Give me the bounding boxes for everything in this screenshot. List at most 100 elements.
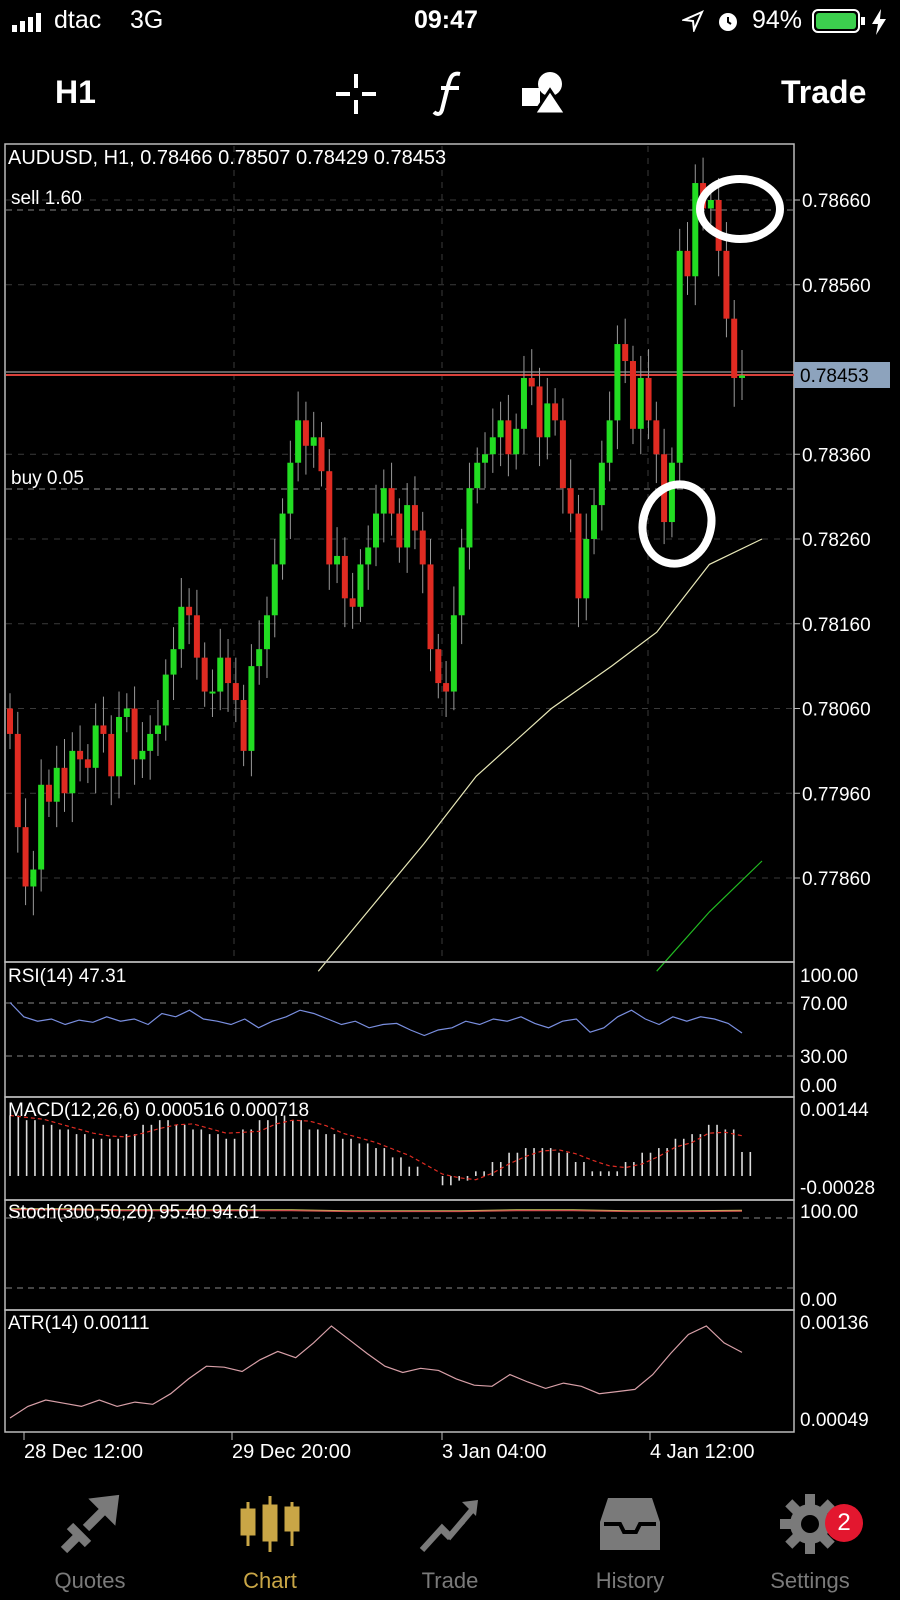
candle-bear [232, 683, 239, 701]
price-tick-label: 0.78660 [802, 191, 871, 212]
tab-trade-label: Trade [421, 1568, 479, 1593]
candle-bear [443, 683, 450, 692]
candle-bear [302, 420, 309, 446]
candle-bull [739, 375, 745, 378]
candle-bear [186, 606, 193, 616]
candle-bear [411, 505, 418, 531]
clock: 09:47 [414, 6, 478, 34]
candle-bull [614, 344, 621, 421]
tab-settings[interactable]: Settings [720, 1480, 900, 1600]
candle-bull [692, 183, 699, 277]
candle-bull [310, 437, 317, 446]
charging-bolt-icon [872, 9, 886, 35]
candle-bear [45, 784, 52, 802]
candle-bull [248, 666, 255, 751]
chart-toolbar: H1 Trade [0, 60, 900, 124]
candle-bull [583, 539, 590, 599]
candle-bear [567, 488, 574, 514]
candle-bull [178, 606, 185, 650]
candle-bull [334, 555, 341, 565]
chart-canvas[interactable]: 0.78660 0.78560 0.78360 0.78260 0.78160 0.780… [0, 136, 900, 1466]
candle-bear [427, 564, 434, 650]
main-grid [6, 146, 794, 961]
rsi-tick-100: 100.00 [800, 966, 858, 987]
time-tick-label: 3 Jan 04:00 [442, 1441, 547, 1463]
candle-bull [676, 250, 683, 463]
timeframe-button[interactable]: H1 [55, 74, 96, 110]
ma-fast-path [656, 860, 763, 972]
rsi-path [9, 1002, 743, 1037]
candle-bull [357, 564, 364, 607]
ma-slow-path [317, 538, 763, 972]
rsi-tick-30: 30.00 [800, 1047, 848, 1068]
current-price-tag [794, 362, 890, 388]
candle-bear [684, 250, 691, 277]
candle-bull [147, 733, 154, 751]
sell-order-label: sell 1.60 [11, 188, 82, 209]
moving-average-slow [317, 538, 763, 972]
candle-bull [279, 513, 286, 565]
price-tick-label: 0.77960 [802, 784, 871, 805]
candle-bear [22, 827, 29, 887]
candle-bull [295, 420, 302, 463]
candle-bear [622, 344, 629, 362]
macd-histogram [9, 1115, 752, 1186]
annotation-circle-high [696, 175, 784, 243]
tab-chart-label: Chart [243, 1568, 297, 1593]
chart-area[interactable]: 0.78660 0.78560 0.78360 0.78260 0.78160 0.780… [0, 136, 900, 1466]
time-axis: 28 Dec 12:00 29 Dec 20:00 3 Jan 04:00 4 Jan… [23, 1432, 755, 1463]
function-icon[interactable] [432, 70, 468, 116]
candlestick-chart-icon [240, 1496, 300, 1552]
chart-header: AUDUSD, H1, 0.78466 0.78507 0.78429 0.78… [8, 147, 446, 169]
atr-panel-frame [4, 1309, 795, 1433]
candle-bull [458, 547, 465, 616]
trade-button[interactable]: Trade [781, 74, 867, 110]
candle-bull [365, 547, 372, 565]
price-tick-label: 0.78260 [802, 530, 871, 551]
time-tick-label: 28 Dec 12:00 [24, 1441, 143, 1463]
stoch-label: Stoch(300,50,20) 95.40 94.61 [8, 1202, 259, 1223]
gear-icon [780, 1494, 840, 1554]
candle-bull [170, 649, 177, 675]
candle-bull [287, 462, 294, 514]
crosshair-icon[interactable] [334, 72, 378, 116]
tab-trade[interactable]: Trade [360, 1480, 540, 1600]
candle-bull [591, 505, 598, 539]
candle-bear [326, 471, 333, 565]
candle-bear [108, 733, 115, 777]
atr-label: ATR(14) 0.00111 [8, 1313, 150, 1334]
candle-bear [7, 708, 13, 734]
atr-tick-low: 0.00049 [800, 1410, 869, 1431]
candle-bear [528, 377, 535, 387]
candle-bear [723, 250, 730, 319]
tab-history[interactable]: History [540, 1480, 720, 1600]
candle-bull [162, 674, 169, 726]
candle-bear [629, 361, 636, 429]
candle-bear [84, 759, 91, 768]
candle-bear [715, 200, 722, 251]
candle-bull [520, 377, 527, 429]
battery-percent: 94% [752, 6, 803, 34]
price-tick-label: 0.78060 [802, 700, 871, 721]
candle-bull [497, 420, 504, 438]
candle-bull [513, 428, 520, 455]
macd-signal-path [9, 1114, 743, 1181]
tab-quotes[interactable]: Quotes [0, 1480, 180, 1600]
tab-chart[interactable]: Chart [180, 1480, 360, 1600]
candle-bear [61, 767, 68, 794]
candle-bull [598, 462, 605, 506]
time-tick-label: 4 Jan 12:00 [650, 1441, 755, 1463]
stoch-tick-0: 0.00 [800, 1290, 837, 1311]
candle-bull [217, 657, 224, 692]
candle-bull [30, 869, 37, 887]
price-tick-label: 0.78360 [802, 445, 871, 466]
stoch-lines [10, 1208, 743, 1213]
candle-bear [77, 750, 84, 760]
candle-bull [489, 437, 496, 455]
rsi-line [9, 1002, 743, 1037]
shapes-icon[interactable] [520, 70, 568, 116]
candle-bull [544, 403, 551, 438]
tab-settings-label: Settings [770, 1568, 850, 1593]
carrier-name: dtac [54, 6, 102, 34]
candle-bull [380, 488, 387, 514]
